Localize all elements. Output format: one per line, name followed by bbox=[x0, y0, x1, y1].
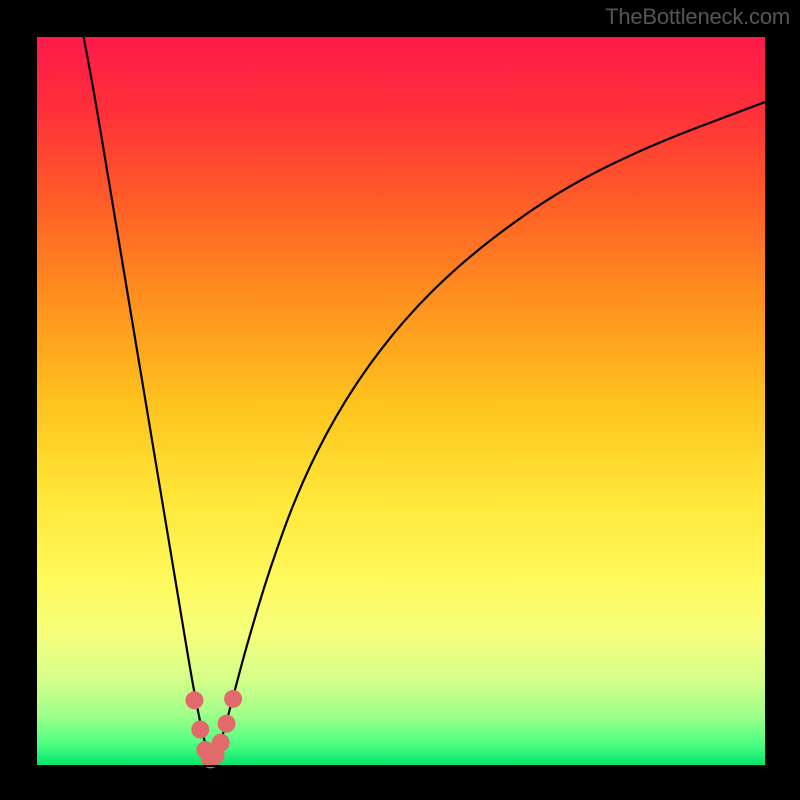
marker-dot bbox=[191, 721, 209, 739]
chart-svg bbox=[0, 0, 800, 800]
marker-dot bbox=[185, 691, 203, 709]
marker-dot bbox=[218, 715, 236, 733]
marker-dot bbox=[224, 690, 242, 708]
chart-root: TheBottleneck.com bbox=[0, 0, 800, 800]
marker-dot bbox=[212, 734, 230, 752]
